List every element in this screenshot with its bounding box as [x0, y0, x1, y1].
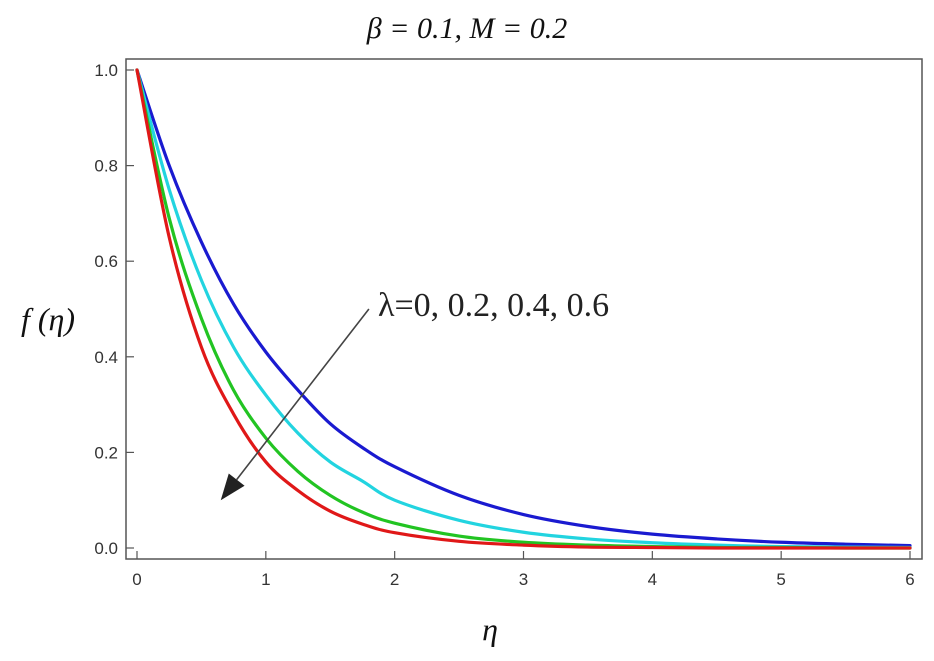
x-axis-label: η	[482, 611, 498, 647]
annotation-arrowhead	[220, 473, 245, 501]
ticks-layer: 0 1 2 3 4 5 6 0.0 0.2 0.4 0.6 0.8 1.0	[94, 61, 914, 589]
y-tick-label: 0.0	[94, 539, 118, 558]
x-tick-label: 6	[905, 570, 914, 589]
x-tick-label: 2	[390, 570, 399, 589]
x-tick-label: 0	[132, 570, 141, 589]
y-tick-label: 0.2	[94, 443, 118, 462]
x-tick-label: 5	[776, 570, 785, 589]
y-tick-label: 0.4	[94, 348, 118, 367]
x-tick-label: 4	[648, 570, 657, 589]
y-axis-label: f (η)	[21, 301, 75, 337]
series-line-0	[135, 68, 912, 548]
series-layer	[135, 68, 912, 550]
annotation-label: λ=0, 0.2, 0.4, 0.6	[378, 287, 609, 324]
series-line-1	[135, 68, 912, 550]
annotation-arrow-line	[236, 308, 370, 481]
x-tick-label: 1	[261, 570, 270, 589]
y-tick-label: 0.8	[94, 157, 118, 176]
x-tick-label: 3	[519, 570, 528, 589]
y-tick-label: 0.6	[94, 252, 118, 271]
series-line-3	[135, 68, 912, 550]
chart-title: β = 0.1, M = 0.2	[366, 12, 567, 45]
y-tick-label: 1.0	[94, 61, 118, 80]
annotation-layer: λ=0, 0.2, 0.4, 0.6	[220, 287, 609, 501]
